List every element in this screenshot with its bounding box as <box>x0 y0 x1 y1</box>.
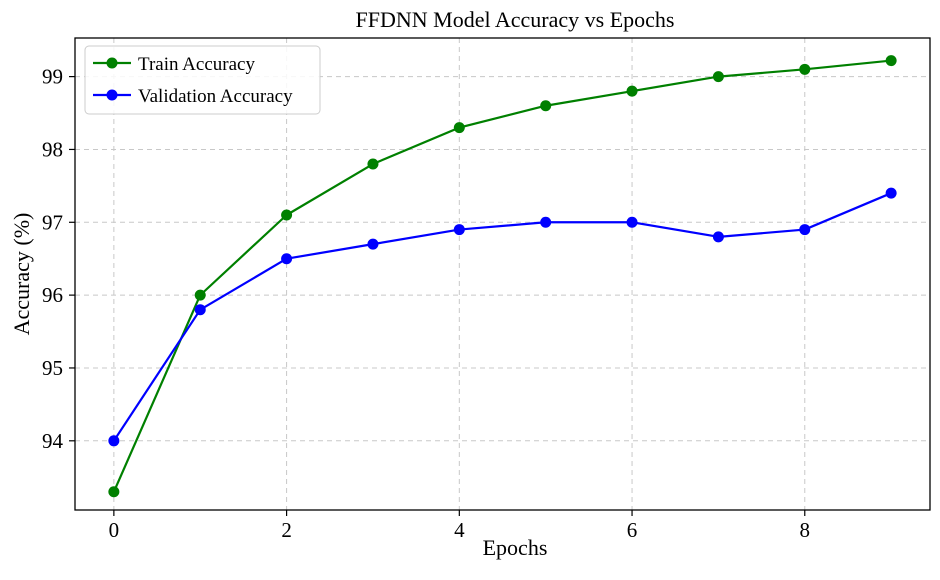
data-point <box>540 100 552 112</box>
x-tick-label: 4 <box>454 518 465 542</box>
series-layer <box>108 55 897 498</box>
data-point <box>885 187 897 199</box>
data-point <box>194 289 206 301</box>
data-point <box>885 55 897 67</box>
data-point <box>712 71 724 83</box>
series-line <box>112 192 892 442</box>
legend-label: Train Accuracy <box>138 54 255 75</box>
x-tick-label: 6 <box>627 518 638 542</box>
data-point <box>108 435 120 447</box>
grid <box>75 38 930 510</box>
plot-frame <box>74 37 931 511</box>
data-point <box>453 224 465 236</box>
x-axis-label: Epochs <box>483 535 548 560</box>
data-point <box>108 486 120 498</box>
y-tick-label: 99 <box>42 65 63 89</box>
data-point <box>626 85 638 97</box>
data-point <box>194 304 206 316</box>
y-tick-label: 94 <box>42 429 64 453</box>
legend-box <box>84 45 321 115</box>
chart-title: FFDNN Model Accuracy vs Epochs <box>356 7 675 32</box>
legend-marker <box>106 57 118 69</box>
axis-ticks: 0 2 4 6 8 94 95 96 97 98 99 <box>42 65 810 542</box>
data-point <box>281 209 293 221</box>
y-tick-label: 96 <box>42 283 63 307</box>
legend: Train Accuracy Validation Accuracy <box>84 45 321 115</box>
data-point <box>367 158 379 170</box>
y-tick-label: 95 <box>42 356 63 380</box>
data-point <box>712 231 724 243</box>
y-axis-label: Accuracy (%) <box>9 213 34 336</box>
data-point <box>626 216 638 228</box>
series-0 <box>108 55 897 498</box>
data-point <box>367 238 379 250</box>
y-tick-label: 98 <box>42 137 63 161</box>
x-tick-label: 2 <box>281 518 292 542</box>
y-tick-label: 97 <box>42 210 63 234</box>
series-line <box>112 59 892 493</box>
series-1 <box>108 187 897 447</box>
x-tick-label: 0 <box>109 518 120 542</box>
data-point <box>799 63 811 75</box>
data-point <box>540 216 552 228</box>
legend-marker <box>106 89 118 101</box>
data-point <box>453 122 465 134</box>
data-point <box>281 253 293 265</box>
x-tick-label: 8 <box>800 518 811 542</box>
legend-label: Validation Accuracy <box>138 86 293 107</box>
data-point <box>799 224 811 236</box>
